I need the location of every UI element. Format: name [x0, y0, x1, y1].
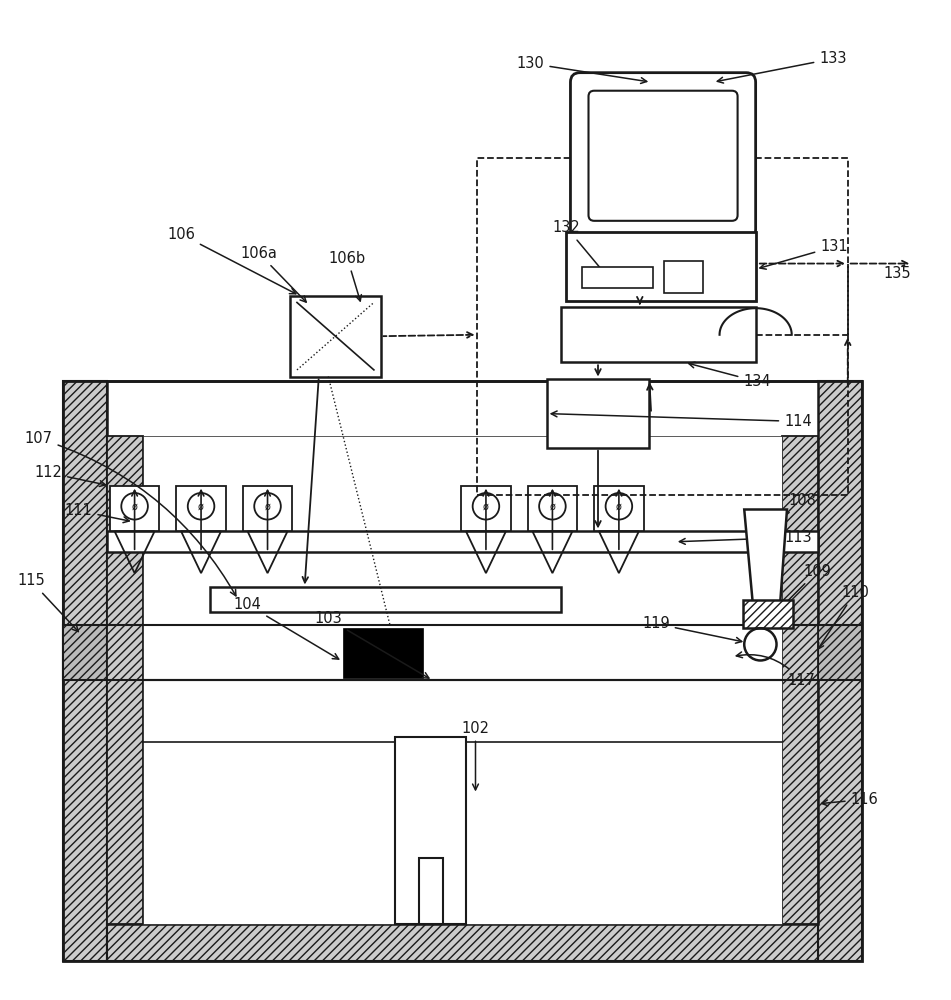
- Bar: [107, 924, 818, 961]
- Text: 102: 102: [461, 721, 490, 790]
- Text: ø: ø: [550, 501, 555, 511]
- Bar: [144, 436, 783, 924]
- Bar: [664, 261, 704, 293]
- Text: 133: 133: [717, 51, 846, 83]
- Bar: [107, 436, 144, 924]
- Bar: [547, 379, 650, 448]
- Text: ø: ø: [483, 501, 489, 511]
- Bar: [110, 486, 159, 531]
- Text: 134: 134: [689, 362, 771, 389]
- Bar: [566, 232, 756, 301]
- Bar: [107, 381, 818, 924]
- Bar: [418, 858, 443, 924]
- Bar: [243, 486, 292, 531]
- Bar: [744, 600, 793, 628]
- Text: 107: 107: [25, 431, 236, 596]
- Text: 103: 103: [315, 611, 429, 678]
- Bar: [461, 486, 511, 531]
- Text: 106b: 106b: [329, 251, 366, 301]
- Text: 135: 135: [883, 266, 911, 281]
- Text: 117: 117: [736, 652, 815, 688]
- Bar: [107, 531, 818, 552]
- Bar: [477, 158, 847, 495]
- Bar: [64, 625, 107, 680]
- Text: ø: ø: [198, 501, 204, 511]
- Text: 111: 111: [65, 503, 129, 523]
- Text: 110: 110: [818, 585, 869, 649]
- Polygon shape: [745, 509, 787, 614]
- Bar: [561, 307, 756, 362]
- Text: 132: 132: [553, 220, 611, 280]
- Bar: [582, 267, 653, 288]
- Bar: [107, 625, 818, 680]
- Text: 115: 115: [17, 573, 78, 632]
- Bar: [528, 486, 577, 531]
- Text: ø: ø: [131, 501, 138, 511]
- Text: 130: 130: [516, 56, 647, 83]
- FancyBboxPatch shape: [589, 91, 738, 221]
- Bar: [594, 486, 644, 531]
- Text: ø: ø: [616, 501, 622, 511]
- Text: 113: 113: [679, 530, 812, 545]
- Bar: [783, 436, 818, 924]
- Bar: [818, 625, 862, 680]
- Text: 106: 106: [167, 227, 296, 294]
- Bar: [395, 737, 466, 924]
- Bar: [64, 381, 107, 961]
- Text: 109: 109: [773, 564, 831, 616]
- Text: 112: 112: [34, 465, 106, 486]
- Text: 108: 108: [764, 493, 817, 535]
- Bar: [342, 628, 423, 678]
- Bar: [64, 381, 862, 961]
- Bar: [290, 296, 380, 377]
- Bar: [176, 486, 225, 531]
- Text: 106a: 106a: [241, 246, 306, 302]
- Text: 116: 116: [822, 792, 879, 807]
- Text: 119: 119: [642, 616, 742, 643]
- Text: ø: ø: [264, 501, 270, 511]
- Text: 104: 104: [234, 597, 339, 659]
- Text: 131: 131: [760, 239, 848, 269]
- FancyBboxPatch shape: [571, 73, 756, 239]
- Text: 114: 114: [552, 411, 812, 429]
- Bar: [209, 587, 561, 612]
- Bar: [818, 381, 862, 961]
